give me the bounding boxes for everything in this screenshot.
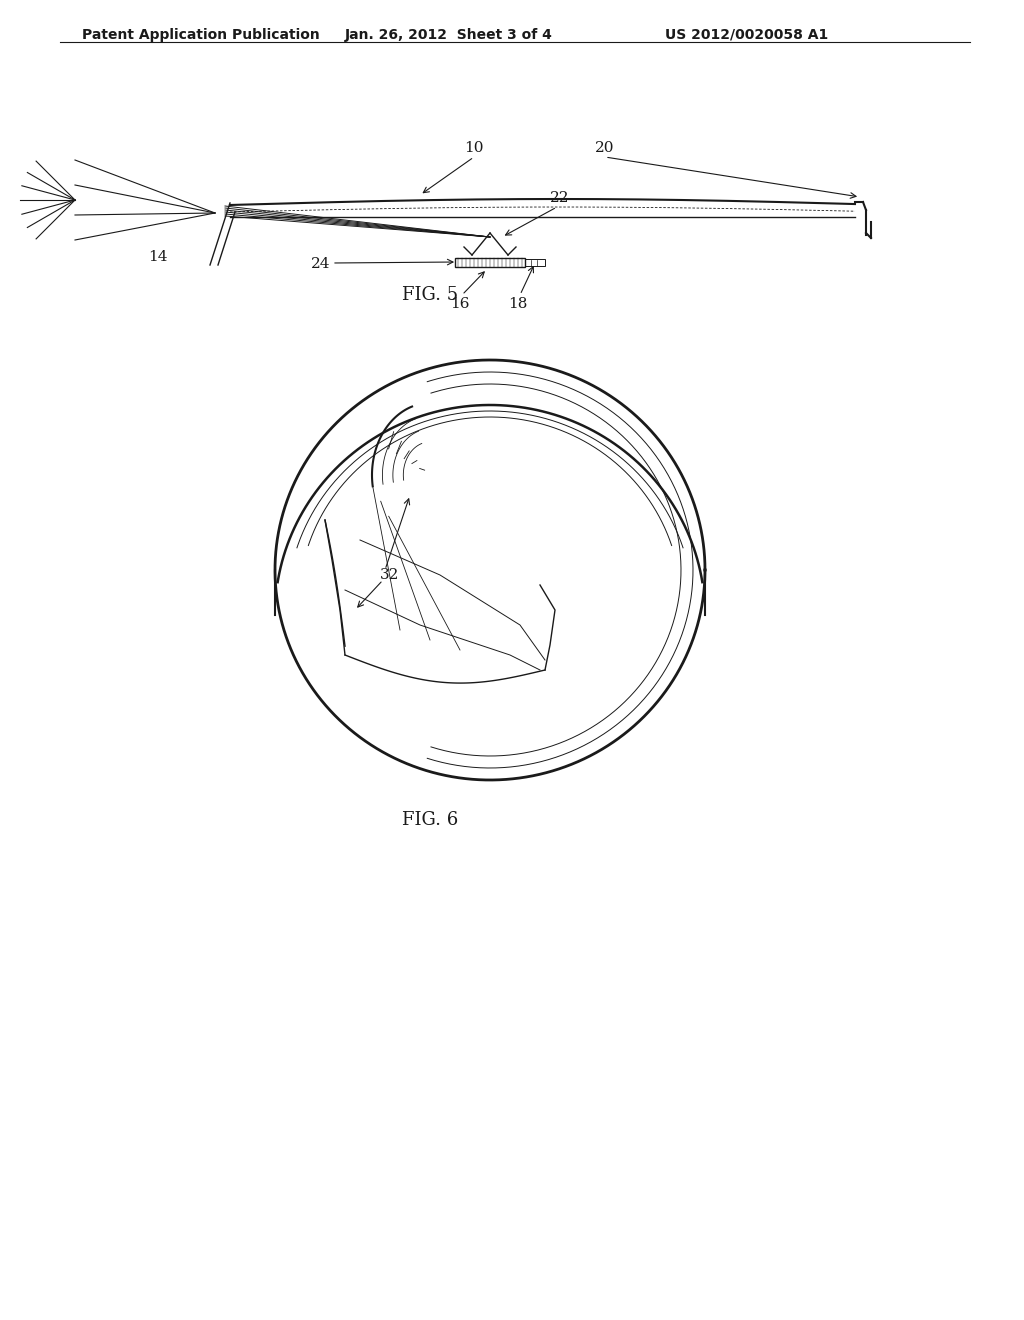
Text: 14: 14 <box>148 249 168 264</box>
Text: 16: 16 <box>451 297 470 312</box>
Text: FIG. 5: FIG. 5 <box>402 286 458 304</box>
Text: Patent Application Publication: Patent Application Publication <box>82 28 319 42</box>
Text: 18: 18 <box>508 297 527 312</box>
Text: 24: 24 <box>310 257 330 271</box>
Text: 32: 32 <box>380 568 399 582</box>
Bar <box>525 259 545 267</box>
Bar <box>455 257 525 267</box>
Text: Jan. 26, 2012  Sheet 3 of 4: Jan. 26, 2012 Sheet 3 of 4 <box>345 28 553 42</box>
Text: US 2012/0020058 A1: US 2012/0020058 A1 <box>665 28 828 42</box>
Text: FIG. 6: FIG. 6 <box>401 810 458 829</box>
Text: 20: 20 <box>595 141 614 154</box>
Text: 22: 22 <box>550 191 569 205</box>
Text: 10: 10 <box>464 141 483 154</box>
